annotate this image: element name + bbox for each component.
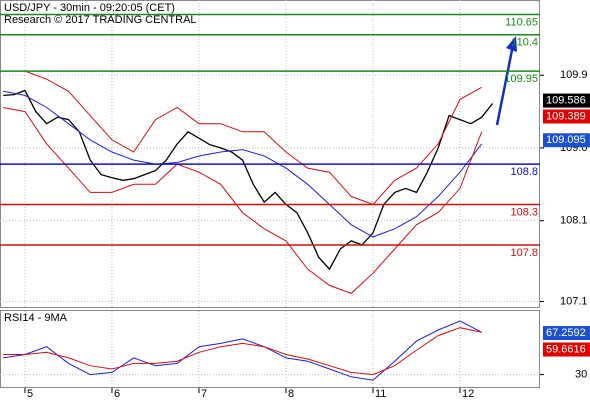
rsi-line — [3, 327, 482, 376]
price-box-label: 59.6616 — [546, 343, 586, 355]
price-box-label: 109.586 — [546, 94, 586, 106]
x-tick-label: 6 — [114, 388, 120, 400]
forecast-arrow — [495, 49, 514, 126]
level-label: 108.3 — [510, 206, 538, 218]
arrow-head — [506, 36, 517, 52]
price-line — [3, 107, 483, 294]
price-box-label: 109.095 — [546, 134, 586, 146]
level-label: 110.4 — [511, 37, 538, 49]
level-label: 110.65 — [505, 16, 538, 28]
price-box-label: 109.389 — [546, 110, 586, 122]
x-tick-label: 12 — [462, 388, 474, 400]
price-box — [543, 342, 590, 357]
main-panel — [0, 0, 540, 308]
chart-title: USD/JPY - 30min - 09:20:05 (CET) — [4, 2, 175, 14]
price-box — [543, 109, 590, 124]
y-tick-label: 109.9 — [560, 69, 588, 81]
x-tick-label: 7 — [201, 388, 207, 400]
y-tick-label: 108.1 — [560, 215, 588, 227]
x-tick-label: 11 — [375, 388, 386, 400]
y-tick-label: 107.1 — [560, 295, 588, 307]
level-label: 109.95 — [504, 73, 538, 85]
price-box — [543, 133, 590, 148]
price-box — [543, 326, 590, 341]
rsi-title: RSI14 - 9MA — [4, 312, 68, 324]
price-box — [543, 93, 590, 108]
x-tick-label: 8 — [288, 388, 294, 400]
price-box-label: 67.2592 — [546, 327, 586, 339]
level-label: 107.8 — [510, 247, 538, 259]
x-tick-label: 5 — [27, 388, 33, 400]
rsi-line — [3, 320, 482, 381]
plot-layer — [0, 0, 540, 388]
y-tick-label: 30 — [575, 369, 587, 381]
chart-subtitle: Research © 2017 TRADING CENTRAL — [4, 14, 197, 26]
price-line — [3, 70, 482, 206]
level-label: 108.8 — [510, 166, 538, 178]
price-line — [3, 89, 494, 271]
price-line — [3, 90, 483, 238]
